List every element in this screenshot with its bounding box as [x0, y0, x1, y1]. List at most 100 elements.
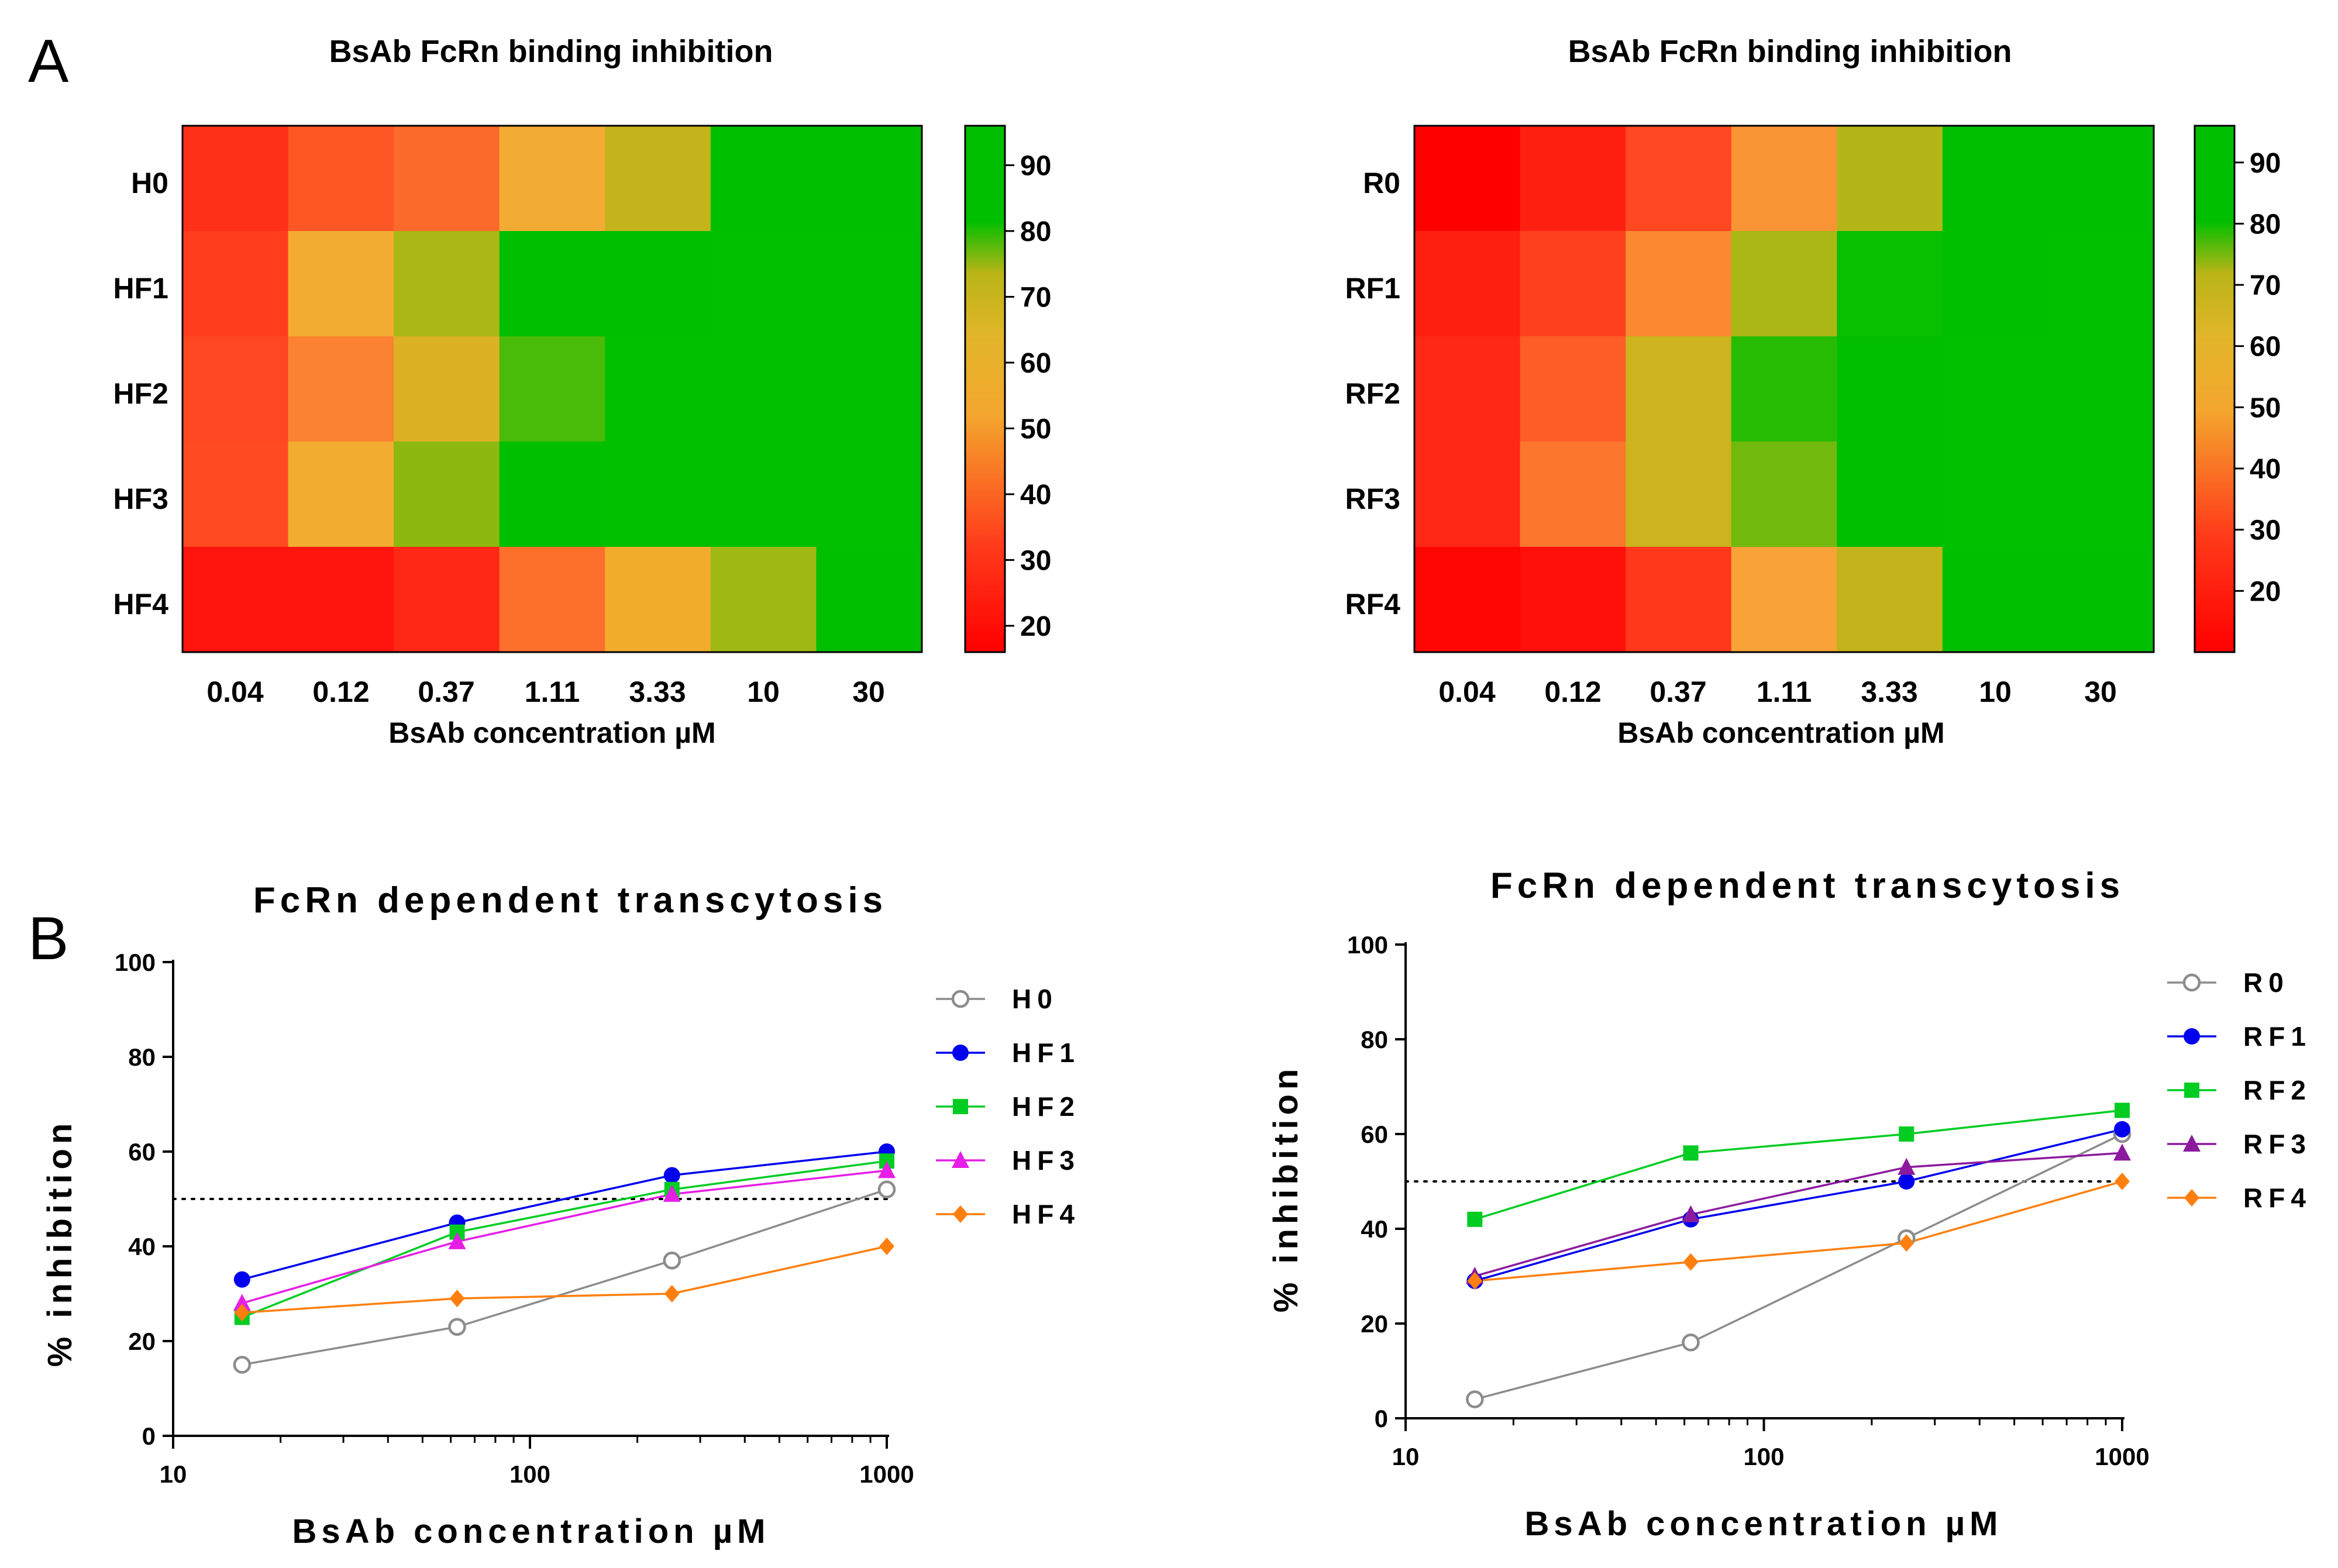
data-point	[1683, 1253, 1699, 1271]
heatmap-cell	[1414, 442, 1521, 547]
legend-label: HF4	[1012, 1199, 1080, 1229]
colorbar-tick-label: 70	[2250, 270, 2281, 301]
legend-label: H0	[1012, 984, 1058, 1014]
heatmap-cell	[1942, 547, 2049, 653]
data-point	[233, 1294, 251, 1311]
line-h-legend: H0 HF1 HF2 HF3 HF4	[936, 984, 1080, 1229]
heatmap-cell	[2048, 442, 2154, 547]
heatmap-r-col-label: 0.12	[1544, 676, 1601, 708]
heatmap-h-row-label: HF2	[113, 377, 168, 410]
colorbar-tick-label: 60	[2250, 332, 2281, 363]
legend-label: HF2	[1012, 1091, 1080, 1122]
colorbar-tick-label: 50	[1020, 414, 1051, 445]
x-tick-label: 10	[1392, 1443, 1420, 1470]
heatmap-cell	[605, 547, 711, 653]
heatmap-cell	[394, 231, 500, 337]
heatmap-cell	[1731, 126, 1837, 232]
y-tick-label: 100	[1347, 931, 1388, 959]
data-point	[1898, 1157, 1916, 1175]
heatmap-cell	[605, 336, 711, 442]
data-point	[1899, 1234, 1915, 1252]
heatmap-r-col-label: 0.37	[1650, 676, 1706, 708]
heatmap-r-colorbar	[2194, 125, 2236, 653]
data-point	[663, 1252, 681, 1270]
data-point	[1682, 1205, 1700, 1222]
y-tick-label: 0	[142, 1422, 156, 1450]
y-tick-label: 60	[1361, 1121, 1388, 1148]
colorbar-tick-label: 40	[2250, 454, 2281, 485]
heatmap-cell	[183, 547, 289, 653]
heatmap-h-xlabel: BsAb concentration µM	[388, 716, 715, 749]
heatmap-cell	[499, 442, 605, 547]
heatmap-cell	[183, 126, 289, 232]
heatmap-cell	[183, 231, 289, 337]
heatmap-cell	[816, 442, 922, 547]
data-point	[953, 1205, 968, 1223]
heatmap-cell	[710, 126, 817, 232]
heatmap-cell	[1626, 336, 1732, 442]
series-line-h0	[242, 1188, 887, 1366]
heatmap-cell	[1626, 547, 1732, 653]
heatmap-cell	[2048, 231, 2154, 337]
heatmap-h-col-label: 0.12	[312, 676, 369, 708]
heatmap-r-col-label: 0.04	[1438, 676, 1496, 708]
legend-label: R0	[2243, 967, 2289, 998]
heatmap-h-row-label: HF1	[113, 272, 168, 305]
heatmap-cell	[1520, 336, 1626, 442]
panel-label-b: B	[28, 905, 68, 973]
heatmap-cell	[816, 231, 922, 337]
series-line-hf1	[242, 1150, 887, 1281]
y-tick-label: 100	[115, 949, 156, 976]
line-r-title: FcRn dependent transcytosis	[1490, 866, 2124, 906]
colorbar-tick-label: 20	[1020, 611, 1051, 642]
y-tick-label: 40	[128, 1233, 156, 1260]
x-tick-label: 100	[509, 1460, 550, 1488]
heatmap-r-row-label: R0	[1363, 167, 1400, 199]
data-point	[953, 1099, 968, 1114]
heatmap-cell	[288, 336, 394, 442]
data-point	[2113, 1143, 2131, 1161]
data-point	[952, 1045, 969, 1061]
heatmap-h-cells	[183, 126, 922, 653]
colorbar-tick-label: 80	[2250, 209, 2281, 240]
panel-label-a: A	[28, 27, 69, 95]
data-point	[1467, 1272, 1483, 1290]
legend-label: RF3	[2243, 1129, 2312, 1159]
y-tick-label: 80	[1361, 1026, 1388, 1053]
heatmap-h-col-label: 1.11	[525, 676, 580, 708]
line-r-axes: 0 20 40 60 80 100 10 100 1000	[1347, 931, 2150, 1470]
y-tick-label: 40	[1361, 1215, 1388, 1243]
heatmap-r-cells	[1414, 126, 2154, 653]
heatmap-cell	[816, 336, 922, 442]
heatmap-h-title: BsAb FcRn binding inhibition	[329, 34, 773, 69]
heatmap-cell	[1520, 126, 1626, 232]
heatmap-h-frame	[181, 125, 923, 653]
heatmap-r-col-label: 10	[1979, 676, 2012, 708]
line-h-plot	[172, 1143, 896, 1374]
data-point	[234, 1304, 250, 1322]
heatmap-cell	[183, 442, 289, 547]
heatmap-cell	[288, 442, 394, 547]
series-line-rf3	[1474, 1152, 2123, 1277]
colorbar-tick-label: 80	[1020, 216, 1051, 247]
heatmap-r-row-label: RF2	[1345, 377, 1400, 410]
data-point	[449, 1290, 465, 1308]
heatmap-r-xlabel: BsAb concentration µM	[1617, 716, 1944, 749]
line-h-title: FcRn dependent transcytosis	[253, 880, 887, 921]
heatmap-cell	[1520, 442, 1626, 547]
colorbar-tick-label: 20	[2250, 576, 2281, 607]
heatmap-r-row-label: RF3	[1345, 483, 1400, 515]
line-r-plot	[1404, 1102, 2132, 1408]
data-point	[877, 1180, 896, 1199]
colorbar-tick-label: 40	[1020, 480, 1051, 511]
heatmap-cell	[816, 547, 922, 653]
line-r-legend: R0 RF1 RF2 RF3 RF4	[2167, 967, 2312, 1213]
x-tick-label: 1000	[859, 1460, 914, 1488]
heatmap-h-col-labels: 0.04 0.12 0.37 1.11 3.33 10 30	[206, 676, 884, 708]
heatmap-h-row-label: HF4	[113, 588, 169, 621]
series-line-hf4	[242, 1245, 887, 1314]
data-point	[1466, 1390, 1484, 1408]
series-line-rf4	[1475, 1180, 2123, 1282]
line-h-xlabel: BsAb concentration µM	[292, 1512, 770, 1550]
data-point	[448, 1232, 466, 1249]
